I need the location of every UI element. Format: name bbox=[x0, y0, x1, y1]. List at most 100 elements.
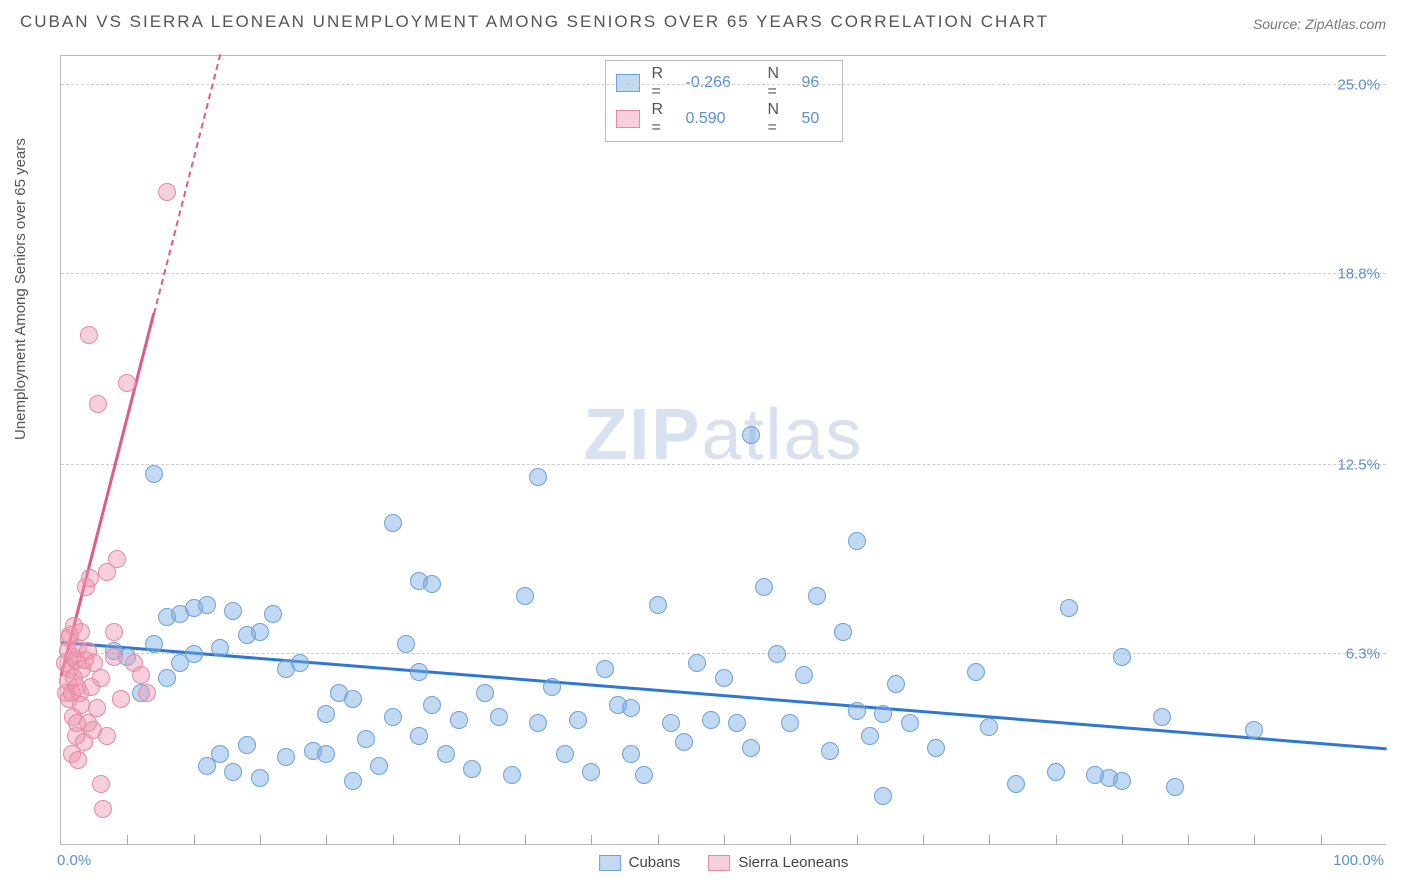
data-point bbox=[688, 654, 706, 672]
data-point bbox=[715, 669, 733, 687]
x-tick-mark bbox=[1321, 835, 1322, 845]
x-tick-mark bbox=[857, 835, 858, 845]
data-point bbox=[423, 575, 441, 593]
r-value-sierra-leoneans: 0.590 bbox=[686, 110, 756, 128]
x-axis-max-label: 100.0% bbox=[1333, 852, 1384, 869]
data-point bbox=[768, 645, 786, 663]
legend-swatch-sierra-leoneans bbox=[708, 855, 730, 871]
data-point bbox=[848, 532, 866, 550]
data-point bbox=[211, 745, 229, 763]
x-tick-mark bbox=[591, 835, 592, 845]
data-point bbox=[89, 395, 107, 413]
y-tick-label: 25.0% bbox=[1337, 77, 1380, 94]
x-tick-mark bbox=[790, 835, 791, 845]
data-point bbox=[145, 635, 163, 653]
gridline bbox=[61, 273, 1386, 274]
gridline bbox=[61, 84, 1386, 85]
data-point bbox=[556, 745, 574, 763]
legend-swatch-sierra-leoneans bbox=[616, 110, 640, 128]
data-point bbox=[1113, 648, 1131, 666]
data-point bbox=[1007, 775, 1025, 793]
data-point bbox=[317, 745, 335, 763]
r-label: R = bbox=[652, 101, 674, 137]
data-point bbox=[1060, 599, 1078, 617]
data-point bbox=[516, 587, 534, 605]
data-point bbox=[795, 666, 813, 684]
data-point bbox=[490, 708, 508, 726]
data-point bbox=[198, 596, 216, 614]
x-tick-mark bbox=[658, 835, 659, 845]
data-point bbox=[569, 711, 587, 729]
watermark-light: atlas bbox=[701, 395, 863, 475]
data-point bbox=[702, 711, 720, 729]
source-credit: Source: ZipAtlas.com bbox=[1253, 16, 1386, 32]
x-tick-mark bbox=[393, 835, 394, 845]
data-point bbox=[145, 465, 163, 483]
data-point bbox=[543, 678, 561, 696]
x-tick-mark bbox=[923, 835, 924, 845]
data-point bbox=[874, 705, 892, 723]
data-point bbox=[72, 623, 90, 641]
chart-title: CUBAN VS SIERRA LEONEAN UNEMPLOYMENT AMO… bbox=[20, 12, 1049, 32]
data-point bbox=[132, 666, 150, 684]
data-point bbox=[742, 739, 760, 757]
data-point bbox=[742, 426, 760, 444]
data-point bbox=[397, 635, 415, 653]
data-point bbox=[728, 714, 746, 732]
data-point bbox=[185, 645, 203, 663]
data-point bbox=[582, 763, 600, 781]
correlation-legend: R = -0.266 N = 96 R = 0.590 N = 50 bbox=[605, 60, 843, 142]
n-value-cubans: 96 bbox=[802, 74, 832, 92]
x-tick-mark bbox=[1122, 835, 1123, 845]
data-point bbox=[887, 675, 905, 693]
data-point bbox=[834, 623, 852, 641]
data-point bbox=[344, 772, 362, 790]
data-point bbox=[118, 374, 136, 392]
legend-item-cubans: Cubans bbox=[599, 854, 681, 871]
x-tick-mark bbox=[459, 835, 460, 845]
series-legend: Cubans Sierra Leoneans bbox=[599, 854, 849, 871]
data-point bbox=[112, 690, 130, 708]
gridline bbox=[61, 653, 1386, 654]
data-point bbox=[967, 663, 985, 681]
n-label: N = bbox=[768, 101, 790, 137]
data-point bbox=[437, 745, 455, 763]
data-point bbox=[357, 730, 375, 748]
data-point bbox=[1047, 763, 1065, 781]
r-label: R = bbox=[652, 65, 674, 101]
data-point bbox=[138, 684, 156, 702]
x-axis-min-label: 0.0% bbox=[57, 852, 91, 869]
scatter-plot-area: ZIPatlas R = -0.266 N = 96 R = 0.590 N =… bbox=[60, 55, 1386, 845]
data-point bbox=[277, 748, 295, 766]
y-tick-label: 6.3% bbox=[1346, 645, 1380, 662]
data-point bbox=[105, 623, 123, 641]
data-point bbox=[423, 696, 441, 714]
data-point bbox=[211, 639, 229, 657]
data-point bbox=[503, 766, 521, 784]
x-tick-mark bbox=[1188, 835, 1189, 845]
data-point bbox=[92, 669, 110, 687]
data-point bbox=[901, 714, 919, 732]
data-point bbox=[622, 745, 640, 763]
data-point bbox=[410, 663, 428, 681]
legend-row-cubans: R = -0.266 N = 96 bbox=[616, 65, 832, 101]
data-point bbox=[224, 602, 242, 620]
data-point bbox=[410, 727, 428, 745]
data-point bbox=[1166, 778, 1184, 796]
data-point bbox=[662, 714, 680, 732]
data-point bbox=[370, 757, 388, 775]
legend-swatch-cubans bbox=[616, 74, 640, 92]
data-point bbox=[92, 775, 110, 793]
data-point bbox=[81, 569, 99, 587]
data-point bbox=[675, 733, 693, 751]
data-point bbox=[781, 714, 799, 732]
data-point bbox=[874, 787, 892, 805]
data-point bbox=[1113, 772, 1131, 790]
data-point bbox=[238, 736, 256, 754]
y-tick-label: 12.5% bbox=[1337, 457, 1380, 474]
data-point bbox=[808, 587, 826, 605]
data-point bbox=[848, 702, 866, 720]
data-point bbox=[450, 711, 468, 729]
x-tick-mark bbox=[989, 835, 990, 845]
data-point bbox=[224, 763, 242, 781]
